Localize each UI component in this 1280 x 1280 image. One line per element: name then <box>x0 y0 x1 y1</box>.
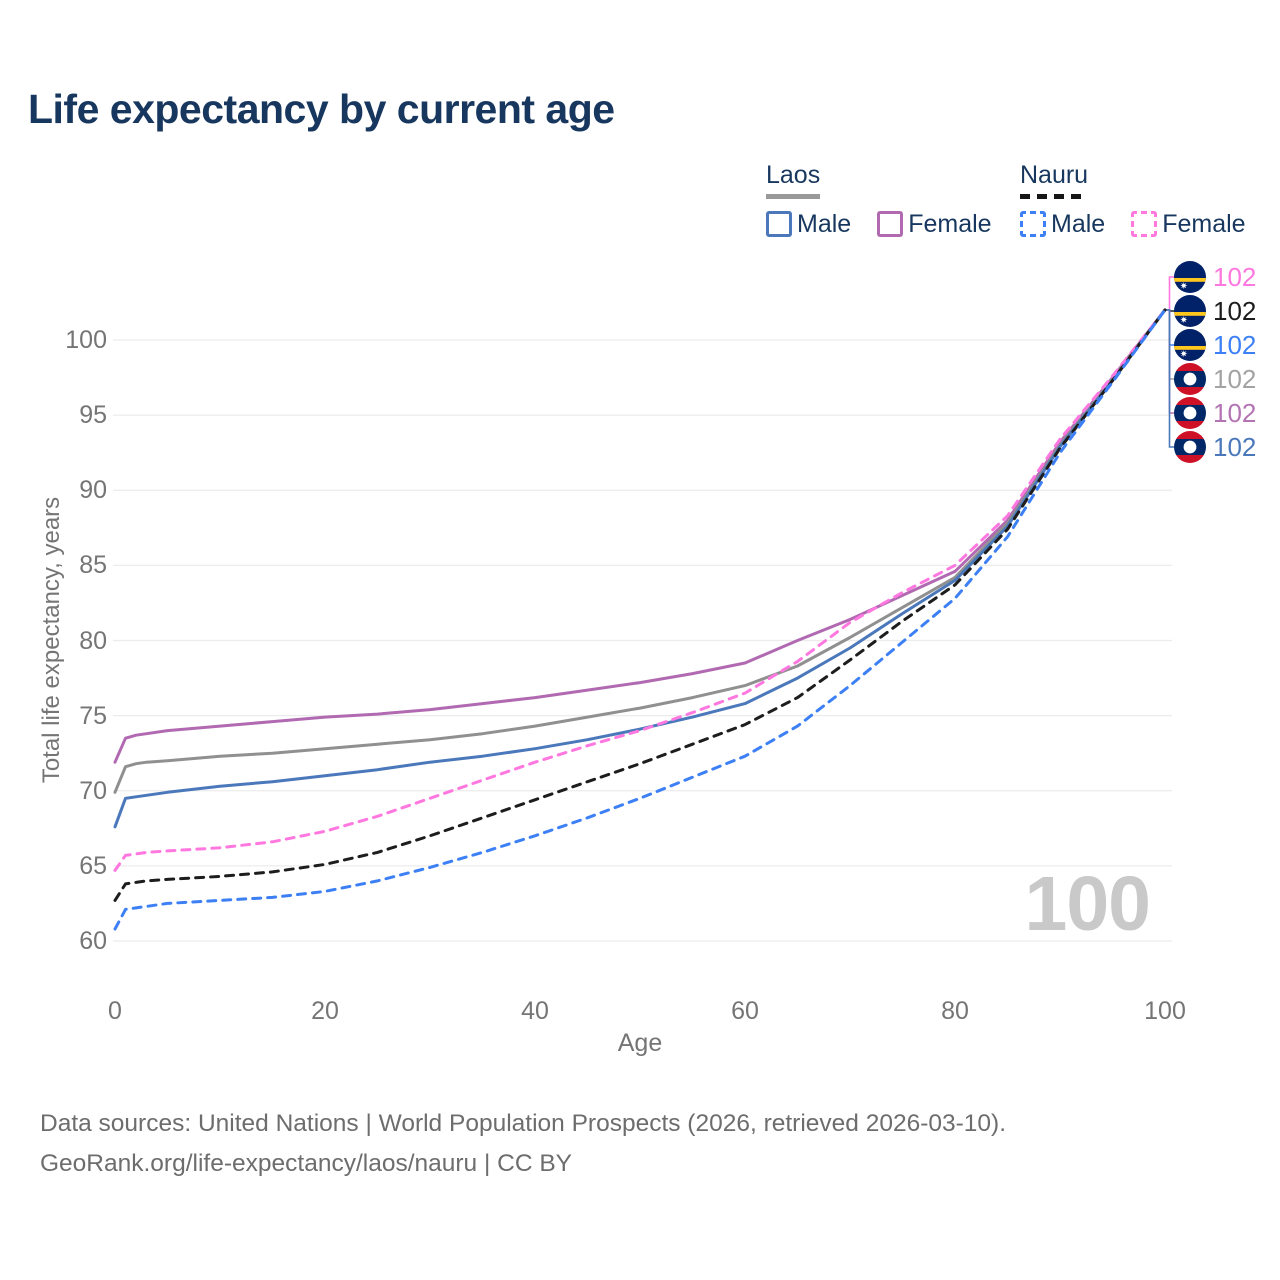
series-line-nauru-male <box>113 308 1167 931</box>
end-value-label: 102 <box>1213 330 1257 360</box>
legend-swatch-nauru-male <box>1020 211 1046 237</box>
y-tick-75: 75 <box>79 701 107 730</box>
legend-item-laos-male[interactable]: Male <box>766 210 851 239</box>
x-tick-40: 40 <box>521 997 549 1025</box>
legend-country-laos: Laos <box>766 161 821 189</box>
legend-items-nauru: Male Female <box>1020 210 1246 239</box>
legend-items-laos: Male Female <box>766 210 992 239</box>
legend-item-nauru-male[interactable]: Male <box>1020 210 1105 239</box>
series-end-labels: 102 102 102 102 102 <box>1174 260 1280 464</box>
x-axis-title: Age <box>617 1029 663 1057</box>
nauru-flag-icon <box>1174 329 1206 361</box>
legend-nauru-line-style-sample <box>1020 193 1088 199</box>
series-line-laos-female <box>113 308 1167 764</box>
age-watermark: 100 <box>1024 861 1151 947</box>
chart-canvas <box>113 276 1174 942</box>
legend-label-nauru-male: Male <box>1051 209 1106 238</box>
leader-line-nauru-female <box>1165 276 1174 311</box>
legend-swatch-laos-female <box>877 211 904 237</box>
y-tick-60: 60 <box>79 927 107 955</box>
legend-group-laos: Laos Male Female <box>766 161 992 239</box>
nauru-flag-icon <box>1174 295 1206 327</box>
end-value-label: 102 <box>1213 296 1257 326</box>
series-line-nauru-female <box>113 308 1167 872</box>
end-label-row-laos-male: 102 <box>1174 430 1256 464</box>
y-tick-95: 95 <box>79 401 107 430</box>
y-tick-90: 90 <box>79 476 107 505</box>
end-value-label: 102 <box>1213 364 1257 394</box>
legend-group-nauru: Nauru Male Female <box>1020 161 1246 239</box>
y-tick-100: 100 <box>65 326 107 354</box>
laos-flag-icon <box>1174 397 1206 429</box>
legend-label-laos-male: Male <box>797 209 852 238</box>
series-line-laos-both-sexes <box>113 308 1167 794</box>
legend-label-laos-female: Female <box>908 209 992 238</box>
laos-flag-icon <box>1174 363 1206 395</box>
laos-flag-icon <box>1174 431 1206 463</box>
end-value-label: 102 <box>1213 432 1257 462</box>
y-tick-65: 65 <box>79 851 107 880</box>
legend-swatch-nauru-female <box>1131 211 1158 237</box>
chart-title: Life expectancy by current age <box>28 86 615 132</box>
legend-label-nauru-female: Female <box>1162 209 1246 238</box>
end-value-label: 102 <box>1213 398 1257 428</box>
leader-line-laos-male <box>1165 309 1174 448</box>
x-tick-80: 80 <box>941 997 969 1025</box>
legend-item-laos-female[interactable]: Female <box>877 209 992 239</box>
footer-data-sources: Data sources: United Nations | World Pop… <box>40 1110 1007 1137</box>
footer: Data sources: United Nations | World Pop… <box>40 1104 1006 1184</box>
end-label-row-laos-female: 102 <box>1174 396 1256 430</box>
end-label-row-nauru-both-sexes: 102 <box>1174 294 1256 328</box>
legend-laos-line-style-sample <box>766 193 820 199</box>
series-line-laos-male <box>113 308 1167 829</box>
end-value-label: 102 <box>1213 262 1257 292</box>
end-label-row-nauru-female: 102 <box>1174 260 1256 294</box>
footer-attribution: GeoRank.org/life-expectancy/laos/nauru |… <box>40 1150 573 1177</box>
legend-item-nauru-female[interactable]: Female <box>1131 209 1246 239</box>
x-tick-100: 100 <box>1144 997 1186 1025</box>
x-tick-0: 0 <box>108 997 122 1025</box>
legend-swatch-laos-male <box>766 211 792 237</box>
x-tick-20: 20 <box>311 997 339 1025</box>
x-tick-60: 60 <box>731 997 759 1025</box>
y-tick-70: 70 <box>79 776 107 805</box>
end-label-row-nauru-male: 102 <box>1174 328 1256 362</box>
series-line-nauru-both-sexes <box>113 308 1167 902</box>
end-label-row-laos-both-sexes: 102 <box>1174 362 1256 396</box>
y-tick-80: 80 <box>79 626 107 655</box>
nauru-flag-icon <box>1174 261 1206 293</box>
y-tick-85: 85 <box>79 551 107 580</box>
legend-country-nauru: Nauru <box>1020 161 1089 189</box>
